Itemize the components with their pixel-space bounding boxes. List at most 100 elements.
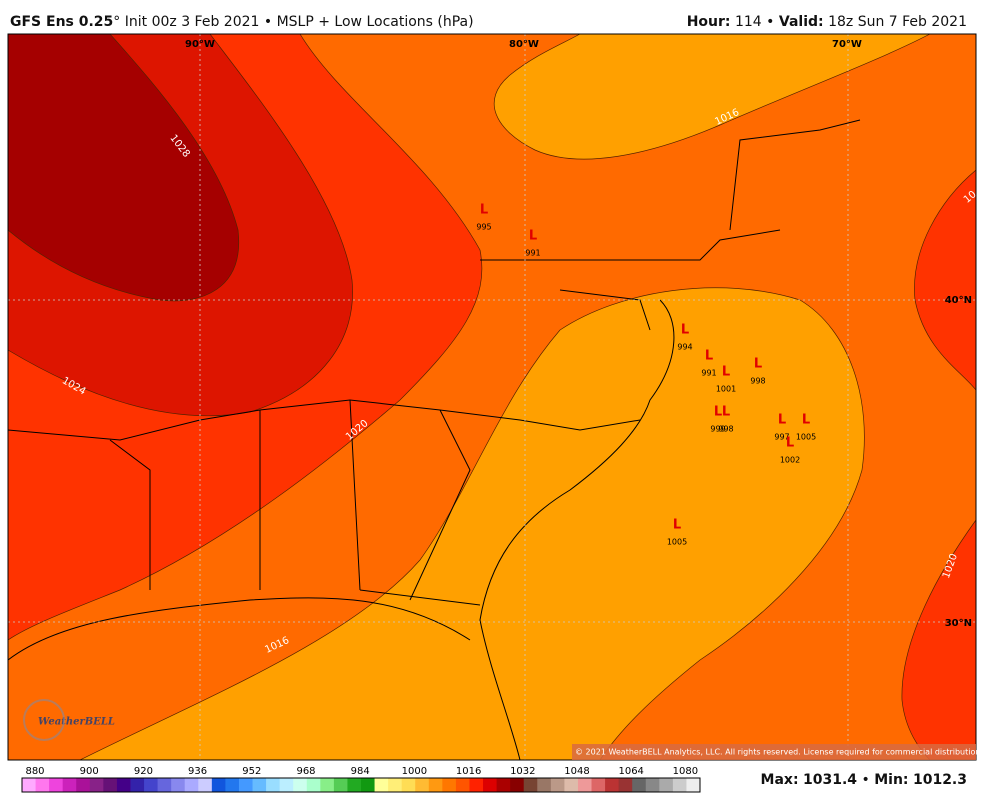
colorbar-swatch [22, 778, 37, 792]
colorbar-label: 880 [25, 766, 44, 777]
low-pressure: 1005 [667, 538, 687, 547]
colorbar-swatch [415, 778, 430, 792]
longitude-label: 80°W [509, 39, 539, 50]
colorbar-swatch [347, 778, 362, 792]
low-pressure: 998 [718, 425, 733, 434]
logo: WeatherBELL [38, 717, 115, 728]
sep: • [264, 14, 272, 30]
low-pressure: 999 [710, 425, 725, 434]
map-frame [7, 33, 977, 761]
colorbar-swatch [35, 778, 50, 792]
init: Init 00z 3 Feb 2021 [125, 14, 260, 30]
colorbar-swatch [171, 778, 186, 792]
colorbar-swatch [198, 778, 213, 792]
low-symbol: L [480, 203, 488, 218]
low-symbol: L [802, 413, 810, 428]
max-label: Max: [761, 772, 799, 788]
degree: ° [113, 14, 120, 30]
max: 1031.4 [803, 772, 857, 788]
colorbar-swatch [577, 778, 593, 792]
low-symbol: L [722, 405, 730, 420]
colorbar-swatch [428, 778, 443, 792]
colorbar-swatch [238, 778, 254, 792]
low-symbol: L [529, 229, 537, 244]
header-right: Hour: 114 • Valid: 18z Sun 7 Feb 2021 [687, 14, 967, 30]
colorbar-swatch [523, 778, 538, 792]
colorbar-swatch [632, 778, 647, 792]
colorbar-swatch [320, 778, 335, 792]
colorbar-label: 900 [80, 766, 99, 777]
colorbar-label: 952 [242, 766, 261, 777]
header-left: GFS Ens 0.25° Init 00z 3 Feb 2021 • MSLP… [10, 14, 474, 30]
low-pressure: 995 [476, 223, 491, 232]
low-symbol: L [705, 349, 713, 364]
stats: Max: 1031.4 • Min: 1012.3 [761, 772, 967, 788]
graticule [8, 34, 976, 760]
min-label: Min: [874, 772, 908, 788]
colorbar-swatch [306, 778, 321, 792]
colorbar-swatch [469, 778, 484, 792]
hour-label: Hour: [687, 14, 731, 30]
colorbar-swatch [361, 778, 376, 792]
hour: 114 [735, 14, 762, 30]
low-symbol: L [778, 413, 786, 428]
boundaries [8, 119, 861, 606]
product: MSLP + Low Locations (hPa) [277, 14, 474, 30]
colorbar-label: 1064 [618, 766, 643, 777]
low-pressure: 1002 [780, 456, 800, 465]
valid: 18z Sun 7 Feb 2021 [828, 14, 967, 30]
map [8, 34, 976, 760]
colorbar-swatch [157, 778, 172, 792]
colorbar-swatch [211, 778, 226, 792]
colorbar-label: 1080 [673, 766, 698, 777]
colorbar-swatch [184, 778, 199, 792]
colorbar-swatch [605, 778, 620, 792]
colorbar-swatch [659, 778, 674, 792]
colorbar-swatch [293, 778, 308, 792]
colorbar-swatch [49, 778, 64, 792]
colorbar-swatch [225, 778, 240, 792]
copyright-box [572, 744, 976, 760]
low-symbol: L [681, 323, 689, 338]
colorbar-label: 936 [188, 766, 207, 777]
colorbar-frame [21, 777, 701, 793]
band-1028 [8, 34, 240, 302]
colorbar-label: 984 [351, 766, 370, 777]
colorbar-swatch [116, 778, 131, 792]
min: 1012.3 [913, 772, 967, 788]
colorbar-label: 1032 [510, 766, 535, 777]
colorbar-swatch [89, 778, 104, 792]
colorbar-swatch [591, 778, 606, 792]
colorbar-label: 920 [134, 766, 153, 777]
model: GFS Ens 0.25 [10, 14, 113, 30]
colorbar-swatch [144, 778, 159, 792]
band-1012-north [493, 34, 931, 160]
colorbar-swatch [333, 778, 348, 792]
low-pressure: 997 [774, 433, 789, 442]
low-symbol: L [714, 405, 722, 420]
colorbar-swatch [510, 778, 525, 792]
colorbar-swatch [266, 778, 281, 792]
colorbar-swatch [442, 778, 457, 792]
colorbar-label: 1016 [456, 766, 481, 777]
colorbar-label: 1048 [564, 766, 589, 777]
colorbar-swatch [252, 778, 267, 792]
colorbar-swatch [672, 778, 687, 792]
longitude-label: 70°W [832, 39, 862, 50]
colorbar-swatch [618, 778, 633, 792]
colorbar-swatch [550, 778, 565, 792]
colorbar-swatch [103, 778, 118, 792]
colorbar-swatch [645, 778, 660, 792]
low-pressure: 1005 [796, 433, 816, 442]
latitude-label: 30°N [945, 618, 972, 629]
colorbar-swatch [76, 778, 91, 792]
low-pressure: 991 [701, 369, 716, 378]
colorbar-label: 1000 [402, 766, 427, 777]
low-pressure: 998 [750, 377, 765, 386]
copyright: © 2021 WeatherBELL Analytics, LLC. All r… [575, 748, 983, 757]
coastline [8, 299, 675, 760]
low-pressure: 991 [525, 249, 540, 258]
colorbar-swatch [496, 778, 511, 792]
low-symbol: L [722, 365, 730, 380]
